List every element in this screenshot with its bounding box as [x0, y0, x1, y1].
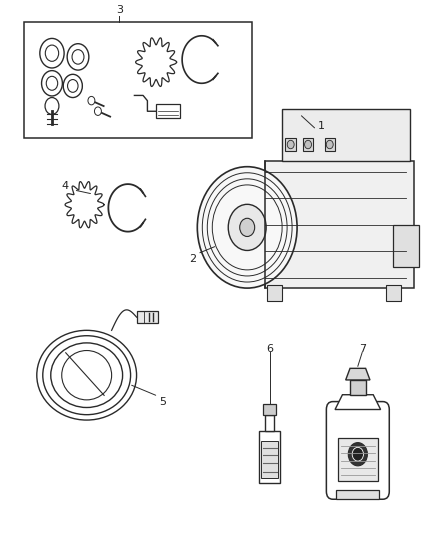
- Circle shape: [240, 219, 254, 237]
- Bar: [338, 438, 378, 481]
- Circle shape: [326, 140, 333, 149]
- Bar: [267, 286, 282, 301]
- Text: 2: 2: [189, 254, 197, 264]
- Bar: [261, 441, 279, 478]
- Bar: [156, 104, 180, 118]
- Bar: [265, 161, 414, 288]
- Ellipse shape: [37, 330, 137, 420]
- FancyBboxPatch shape: [326, 401, 389, 499]
- Ellipse shape: [62, 351, 112, 400]
- Bar: [24, 21, 251, 138]
- Circle shape: [40, 38, 64, 68]
- Circle shape: [304, 140, 311, 149]
- Circle shape: [63, 74, 82, 98]
- Ellipse shape: [43, 336, 131, 415]
- Bar: [259, 431, 280, 483]
- Text: 3: 3: [116, 5, 123, 15]
- Text: 6: 6: [267, 344, 274, 354]
- Bar: [265, 415, 275, 431]
- Bar: [325, 138, 335, 151]
- Bar: [282, 109, 410, 161]
- Circle shape: [197, 167, 297, 288]
- Circle shape: [46, 76, 58, 90]
- Text: 7: 7: [359, 344, 366, 354]
- Bar: [392, 225, 419, 267]
- Ellipse shape: [51, 343, 123, 408]
- Bar: [303, 138, 313, 151]
- Bar: [386, 286, 401, 301]
- Circle shape: [348, 442, 367, 466]
- Circle shape: [67, 79, 78, 92]
- Circle shape: [352, 447, 364, 461]
- Bar: [263, 404, 276, 415]
- Circle shape: [287, 140, 294, 149]
- Polygon shape: [346, 368, 370, 380]
- Circle shape: [72, 50, 84, 64]
- Circle shape: [42, 70, 62, 96]
- Bar: [350, 380, 366, 395]
- Text: 1: 1: [318, 121, 325, 131]
- Polygon shape: [335, 395, 381, 409]
- Text: 4: 4: [61, 181, 69, 191]
- Circle shape: [88, 96, 95, 105]
- Circle shape: [228, 204, 266, 251]
- Bar: [336, 490, 379, 499]
- Circle shape: [95, 107, 101, 116]
- Circle shape: [45, 98, 59, 115]
- Circle shape: [45, 45, 59, 61]
- Bar: [286, 138, 296, 151]
- Bar: [137, 311, 158, 323]
- Text: 5: 5: [159, 397, 166, 407]
- Circle shape: [67, 44, 89, 70]
